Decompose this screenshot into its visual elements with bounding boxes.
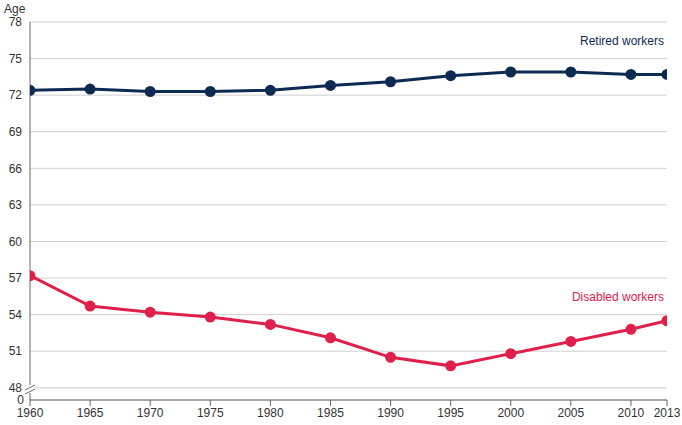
svg-text:69: 69 [9, 125, 23, 139]
svg-text:1975: 1975 [197, 406, 224, 420]
svg-text:1970: 1970 [137, 406, 164, 420]
svg-text:78: 78 [9, 15, 23, 29]
html-text:Disabled workers: Disabled workers [572, 290, 664, 304]
svg-text:51: 51 [9, 344, 23, 358]
svg-text:2005: 2005 [557, 406, 584, 420]
svg-text:63: 63 [9, 198, 23, 212]
svg-text:2000: 2000 [497, 406, 524, 420]
svg-text:2013: 2013 [654, 406, 674, 420]
svg-text:0: 0 [17, 393, 24, 407]
svg-text:1990: 1990 [377, 406, 404, 420]
svg-text:57: 57 [9, 271, 23, 285]
svg-text:2010: 2010 [618, 406, 645, 420]
svg-text:54: 54 [9, 308, 23, 322]
svg-text:60: 60 [9, 235, 23, 249]
svg-text:72: 72 [9, 88, 23, 102]
svg-text:75: 75 [9, 52, 23, 66]
svg-text:1995: 1995 [437, 406, 464, 420]
svg-text:1965: 1965 [77, 406, 104, 420]
svg-text:1960: 1960 [17, 406, 44, 420]
html-text:Retired workers: Retired workers [580, 34, 664, 48]
svg-text:1980: 1980 [257, 406, 284, 420]
svg-text:48: 48 [8, 381, 22, 396]
svg-text:1985: 1985 [317, 406, 344, 420]
html-text:Age: Age [4, 2, 26, 16]
svg-text:66: 66 [9, 162, 23, 176]
